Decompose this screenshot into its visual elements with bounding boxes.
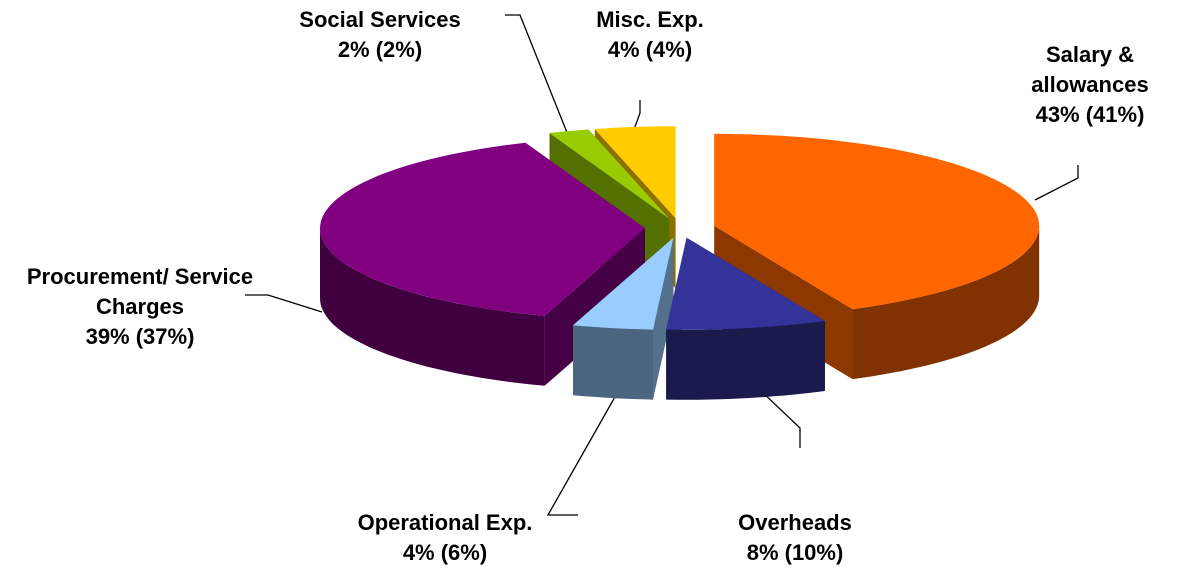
slice-wall [852,225,1040,380]
slice-wall [666,321,825,400]
pie-slice [320,142,645,386]
slice-top [549,129,670,219]
leader-line [245,294,323,313]
slice-label: Overheads 8% (10%) [695,508,895,568]
slice-label: Salary & allowances 43% (41%) [1015,40,1165,130]
pie-slice [573,237,674,400]
category-name: Misc. Exp. [596,7,704,32]
category-name: Social Services [299,7,461,32]
category-name: Salary & allowances [1031,42,1149,97]
slice-label: Procurement/ Service Charges 39% (37%) [25,262,255,352]
slice-wall [320,228,545,386]
slice-label: Social Services 2% (2%) [260,5,500,65]
value-label: 39% (37%) [85,324,195,349]
value-label: 2% (2%) [337,37,423,62]
slice-top [573,237,674,330]
value-label: 4% (4%) [607,37,693,62]
leader-lines [245,14,1079,516]
pie-slice [666,237,825,400]
leader-line [505,14,571,141]
category-name: Procurement/ Service Charges [26,264,254,319]
leader-line [759,389,801,448]
slice-label: Misc. Exp. 4% (4%) [550,5,750,65]
slice-top [666,237,825,330]
category-name: Operational Exp. [357,510,533,535]
slice-top [320,142,645,316]
category-name: Overheads [738,510,852,535]
leader-line [1034,165,1079,201]
slice-top [594,126,676,219]
slice-top [714,133,1040,310]
slice-wall [573,325,653,400]
value-label: 43% (41%) [1035,102,1145,127]
value-label: 8% (10%) [746,540,844,565]
slice-label: Operational Exp. 4% (6%) [315,508,575,568]
leader-line [546,387,621,516]
pie-slice [714,133,1040,380]
value-label: 4% (6%) [402,540,488,565]
